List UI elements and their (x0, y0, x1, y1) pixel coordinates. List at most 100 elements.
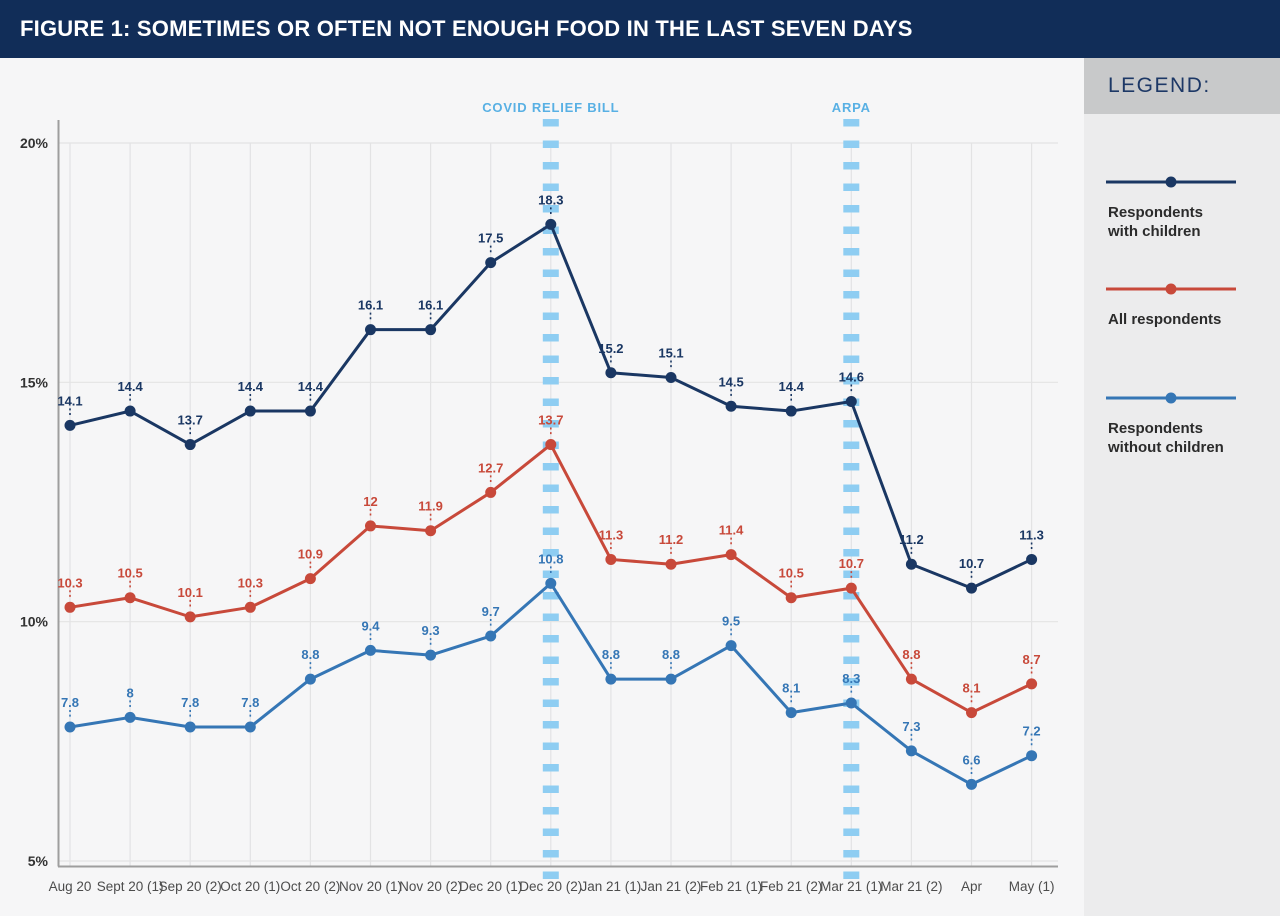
data-point (665, 673, 677, 685)
data-point (304, 405, 316, 417)
data-label: 10.3 (238, 575, 263, 590)
legend-swatch-line (1106, 283, 1236, 295)
data-label: 7.8 (241, 695, 259, 710)
data-label: 11.2 (659, 532, 684, 547)
annotation-label: COVID RELIEF BILL (482, 100, 619, 115)
y-tick-label: 5% (28, 853, 49, 869)
x-tick-label: Sept 20 (1) (97, 879, 164, 894)
legend-item: All respondents (1106, 282, 1262, 329)
data-label: 16.1 (418, 298, 443, 313)
data-label: 14.6 (839, 369, 864, 384)
data-point (545, 218, 557, 230)
x-tick-label: Dec 20 (1) (459, 879, 522, 894)
data-point (425, 324, 437, 336)
annotation-covid-relief-bill: COVID RELIEF BILL (482, 100, 619, 880)
data-label: 8.8 (602, 647, 620, 662)
legend-title: LEGEND: (1108, 74, 1211, 97)
data-point (365, 644, 376, 656)
x-tick-label: May (1) (1009, 879, 1055, 894)
data-label: 11.9 (418, 499, 443, 514)
data-point (545, 439, 557, 451)
data-label: 15.1 (658, 346, 683, 361)
data-point (365, 520, 376, 532)
data-label: 9.3 (422, 623, 440, 638)
data-point (605, 367, 617, 379)
data-point (184, 721, 196, 733)
data-label: 8.7 (1023, 652, 1041, 667)
data-label: 9.4 (361, 618, 380, 633)
data-point (365, 324, 376, 336)
data-point (485, 630, 497, 642)
data-label: 8.8 (902, 647, 920, 662)
data-point (966, 778, 977, 790)
figure-title: FIGURE 1: SOMETIMES OR OFTEN NOT ENOUGH … (20, 16, 913, 41)
axes (57, 120, 1058, 868)
data-label: 11.4 (719, 523, 744, 538)
x-tick-label: Mar 21 (2) (880, 879, 942, 894)
data-point (725, 549, 737, 561)
data-point (184, 611, 196, 623)
x-tick-label: Sep 20 (2) (159, 879, 222, 894)
data-point (485, 486, 497, 498)
data-point (665, 372, 677, 384)
data-label: 9.5 (722, 614, 740, 629)
data-point (785, 405, 797, 417)
annotation-label: ARPA (832, 100, 871, 115)
legend-dot (1165, 176, 1177, 188)
data-point (304, 573, 316, 585)
data-label: 10.3 (57, 575, 82, 590)
x-tick-label: Nov 20 (1) (339, 879, 402, 894)
x-tick-label: Nov 20 (2) (399, 879, 462, 894)
x-tick-labels: Aug 20 Sept 20 (1)Sep 20 (2)Oct 20 (1) Oct… (49, 879, 1055, 894)
x-tick-label: Aug 20 (49, 879, 92, 894)
data-point (845, 697, 857, 709)
data-point (845, 395, 857, 407)
legend-item-label: Respondents without children (1108, 420, 1224, 456)
data-label: 11.3 (599, 527, 624, 542)
legend-item: Respondents with children (1106, 175, 1262, 241)
data-label: 13.7 (178, 413, 203, 428)
data-point (64, 721, 76, 733)
data-label: 10.7 (839, 556, 864, 571)
data-point (124, 405, 136, 417)
data-label: 8.8 (662, 647, 680, 662)
data-label: 8.3 (842, 671, 860, 686)
data-label: 18.3 (538, 192, 563, 207)
data-point (725, 640, 737, 652)
data-label: 14.4 (298, 379, 324, 394)
data-point (64, 419, 76, 431)
data-label: 7.2 (1023, 724, 1041, 739)
x-tick-label: Jan 21 (2) (641, 879, 702, 894)
y-gridlines: 5% 10% 15% 20% (20, 135, 1058, 869)
data-label: 11.3 (1019, 527, 1044, 542)
data-label: 14.1 (57, 393, 82, 408)
data-point (1026, 553, 1038, 565)
legend-header: LEGEND: (1084, 58, 1280, 114)
data-label: 10.7 (959, 556, 984, 571)
data-point (425, 649, 437, 661)
legend-item-label: All respondents (1108, 311, 1222, 328)
data-label: 10.1 (178, 585, 203, 600)
data-point (665, 558, 677, 570)
legend-item: Respondents without children (1106, 391, 1262, 457)
data-label: 14.4 (238, 379, 264, 394)
series-respondents-without-children: 7.8 8 7.8 7.8 8.8 9.4 9.3 9.7 10.8 8.8 8.8 9.5 8.1 8.… (61, 551, 1041, 790)
data-label: 14.5 (718, 374, 743, 389)
data-label: 10.9 (298, 547, 323, 562)
data-label: 6.6 (962, 752, 980, 767)
data-label: 12 (363, 494, 377, 509)
data-point (64, 601, 76, 613)
data-point (124, 711, 136, 723)
series-respondents-with-children: 14.1 14.4 13.7 14.4 14.4 16.1 16.1 17.5 18.3 15.2… (57, 192, 1044, 594)
data-label: 11.2 (899, 532, 924, 547)
data-point (905, 558, 917, 570)
data-point (425, 525, 437, 537)
data-point (905, 745, 917, 757)
data-point (1026, 678, 1038, 690)
data-point (244, 405, 256, 417)
legend-panel: LEGEND: Respondents with children All resp… (1084, 58, 1280, 916)
y-tick-label: 10% (20, 614, 49, 630)
data-label: 8.1 (962, 681, 980, 696)
data-label: 16.1 (358, 298, 383, 313)
